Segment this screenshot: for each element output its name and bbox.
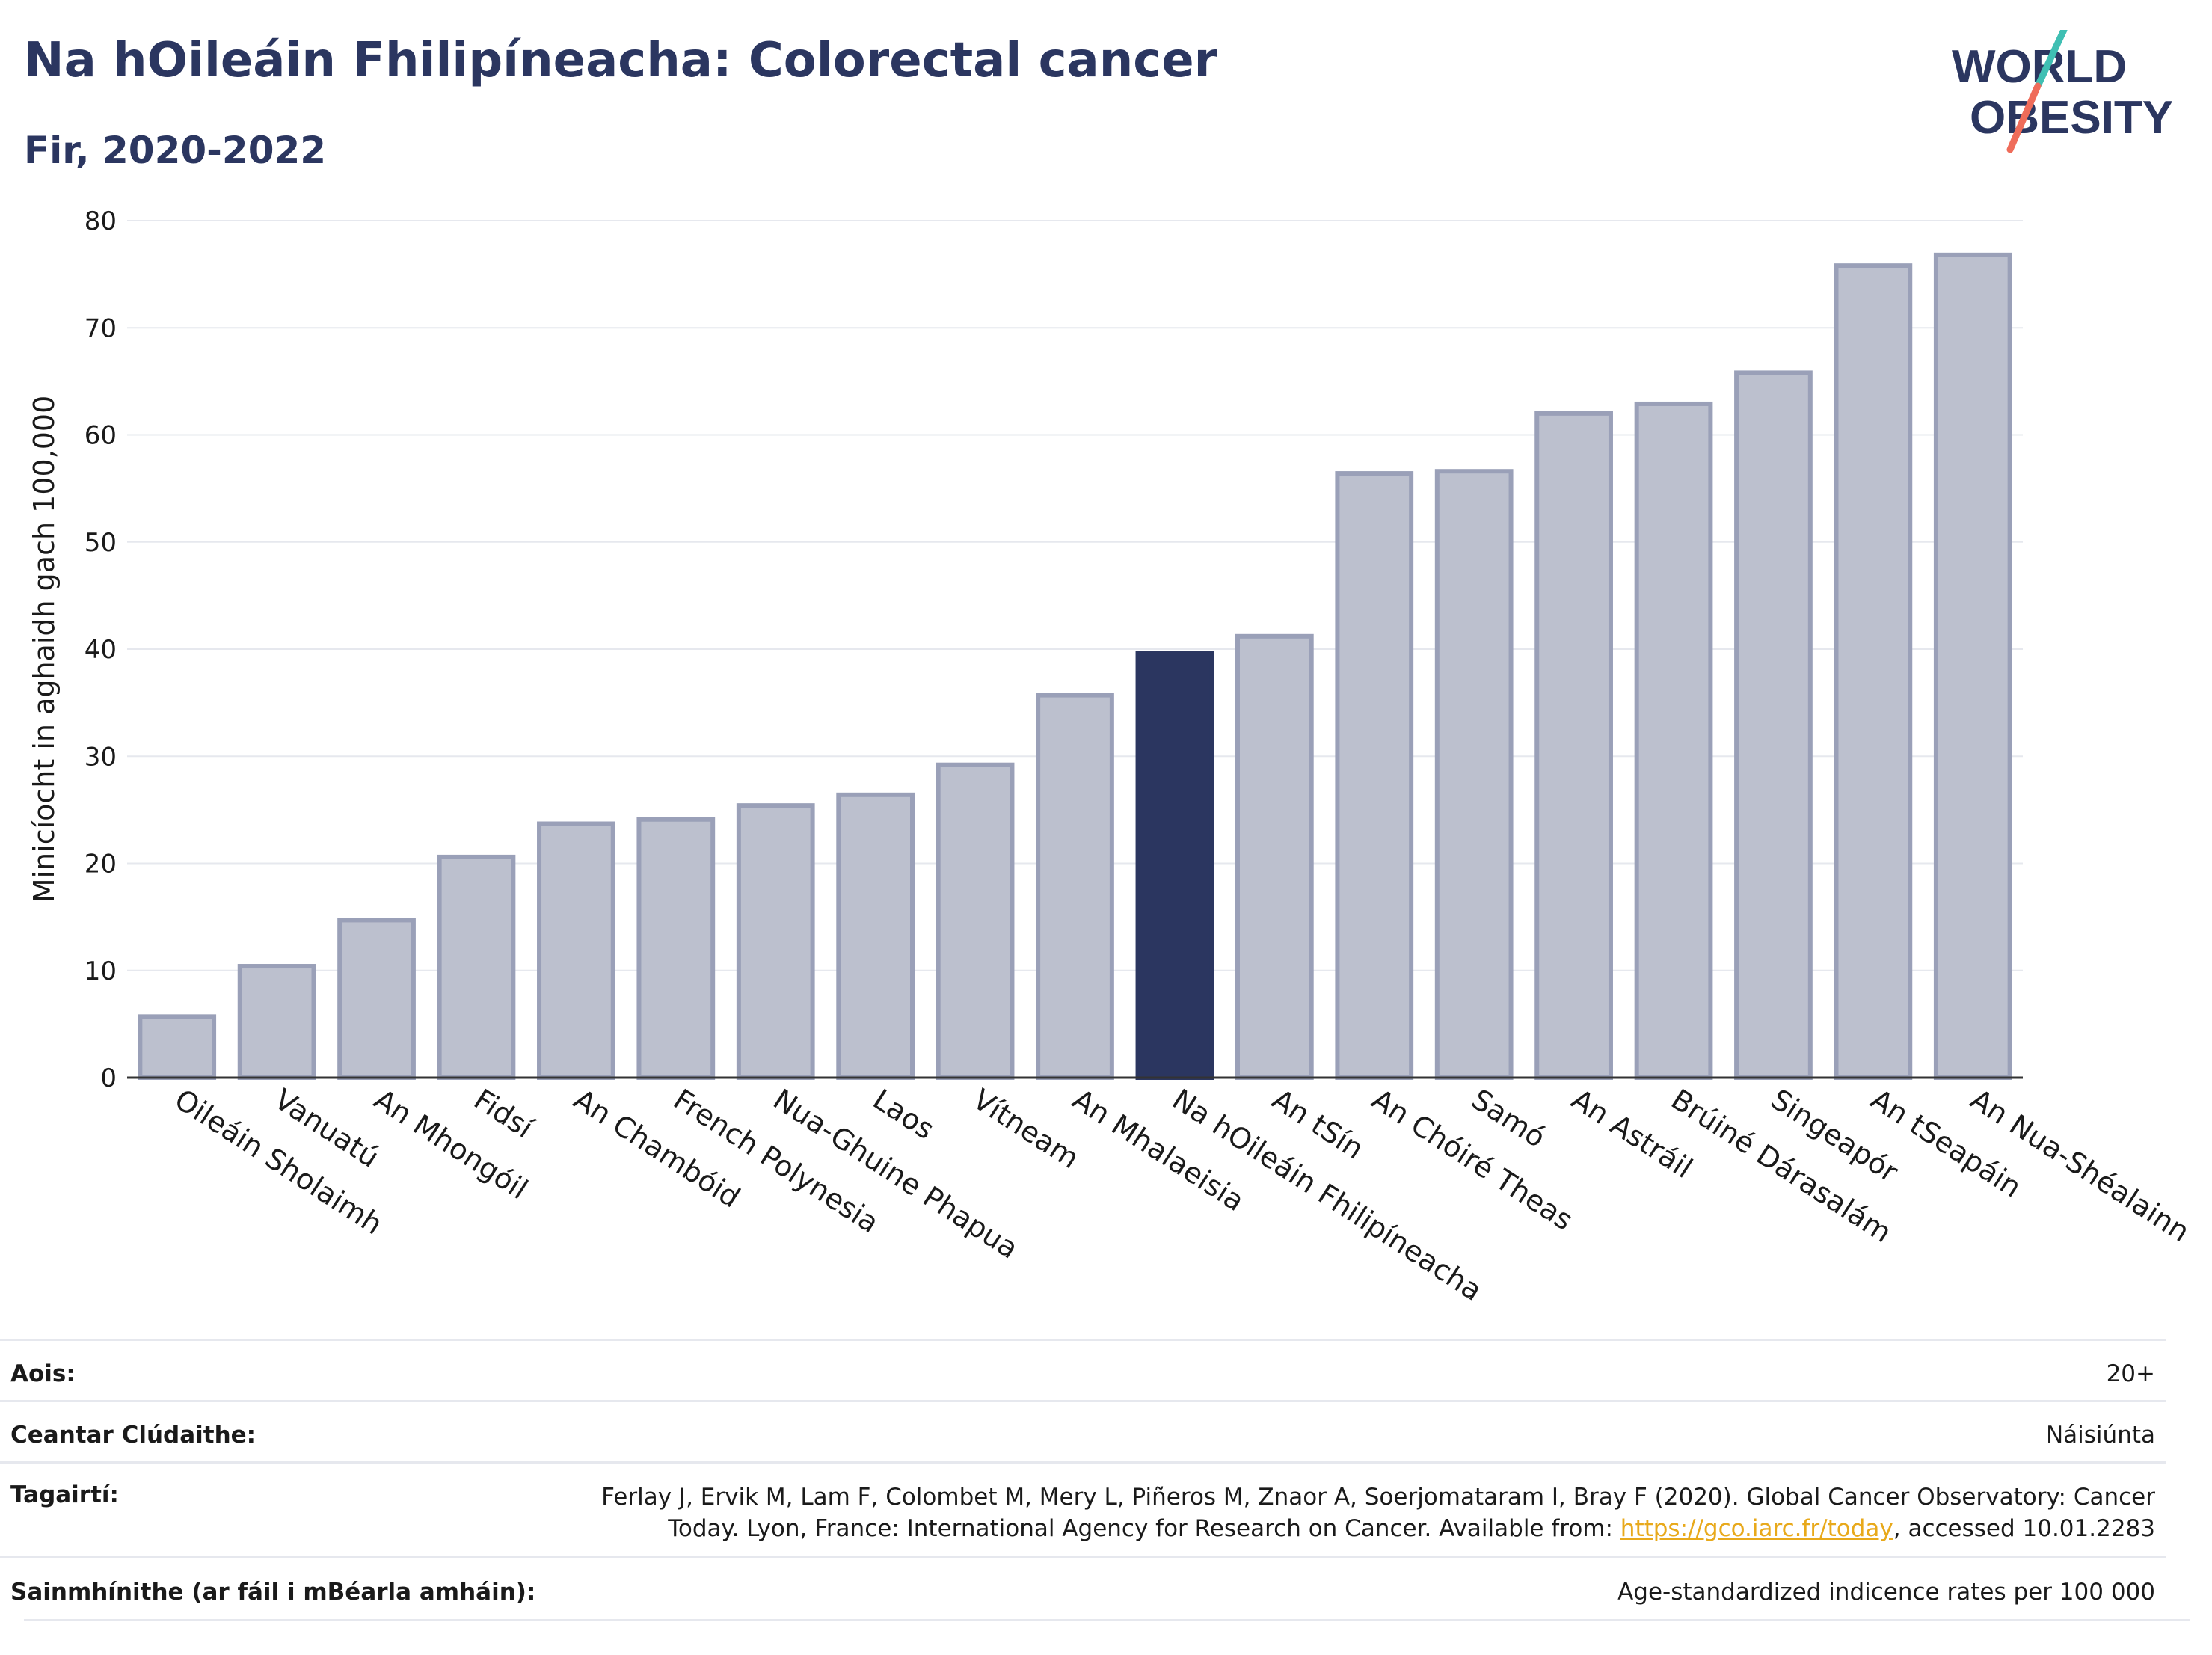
bar xyxy=(1235,633,1314,1080)
chart-subtitle: Fir, 2020-2022 xyxy=(24,129,327,172)
y-tick-label: 10 xyxy=(85,957,117,986)
y-tick-label: 20 xyxy=(85,850,117,879)
meta-label-references: Tagairtí: xyxy=(10,1481,119,1508)
world-obesity-logo: WORLD OBESITY xyxy=(1952,30,2173,153)
meta-row-age: Aois: 20+ xyxy=(0,1339,2166,1402)
bar xyxy=(936,762,1015,1081)
meta-label-age: Aois: xyxy=(10,1360,76,1387)
bar xyxy=(1834,263,1913,1080)
meta-value-age: 20+ xyxy=(2106,1360,2155,1387)
y-axis-title: Minicíocht in aghaidh gach 100,000 xyxy=(28,396,61,903)
x-tick-label: An Mhalaeisia xyxy=(1067,1083,1250,1218)
reference-line-2-pre: Today. Lyon, France: International Agenc… xyxy=(668,1515,1620,1542)
y-tick-label: 80 xyxy=(85,206,117,236)
x-tick-label: Laos xyxy=(867,1083,940,1146)
bar xyxy=(437,854,516,1081)
x-tick-label: An Chambóid xyxy=(568,1083,746,1215)
chart-title: Na hOileáin Fhilipíneacha: Colorectal ca… xyxy=(24,33,1218,88)
meta-value-coverage: Náisiúnta xyxy=(2045,1422,2155,1449)
bar xyxy=(1634,401,1713,1080)
y-tick-label: 0 xyxy=(100,1063,117,1093)
reference-line-2-post: , accessed 10.01.2283 xyxy=(1893,1515,2155,1542)
bar xyxy=(138,1014,217,1081)
meta-label-definitions: Sainmhínithe (ar fáil i mBéarla amháin): xyxy=(10,1579,536,1606)
reference-line-2: Today. Lyon, France: International Agenc… xyxy=(601,1513,2155,1544)
bar xyxy=(1734,370,1813,1081)
bar-highlight xyxy=(1135,651,1214,1080)
bar xyxy=(1036,693,1114,1080)
reference-link[interactable]: https://gco.iarc.fr/today xyxy=(1620,1515,1893,1542)
bar xyxy=(537,821,615,1081)
bar xyxy=(237,964,316,1081)
y-tick-label: 30 xyxy=(85,742,117,772)
meta-value-references: Ferlay J, Ervik M, Lam F, Colombet M, Me… xyxy=(601,1481,2155,1544)
meta-row-references: Tagairtí: Ferlay J, Ervik M, Lam F, Colo… xyxy=(0,1461,2166,1558)
meta-label-coverage: Ceantar Clúdaithe: xyxy=(10,1422,256,1449)
meta-value-definitions: Age-standardized indicence rates per 100… xyxy=(1617,1579,2155,1606)
y-tick-label: 50 xyxy=(85,528,117,558)
meta-row-definitions: Sainmhínithe (ar fáil i mBéarla amháin):… xyxy=(0,1556,2166,1621)
bar xyxy=(1434,469,1514,1080)
logo-slash-coral xyxy=(2006,82,2042,153)
y-tick-label: 60 xyxy=(85,421,117,451)
meta-row-coverage: Ceantar Clúdaithe: Náisiúnta xyxy=(0,1400,2166,1464)
x-tick-label: Fidsí xyxy=(468,1083,540,1146)
reference-line-1: Ferlay J, Ervik M, Lam F, Colombet M, Me… xyxy=(601,1484,2155,1511)
logo-slash-teal xyxy=(2034,30,2068,90)
bar xyxy=(736,803,815,1081)
y-tick-label: 70 xyxy=(85,313,117,343)
bar xyxy=(1933,252,2012,1081)
bar xyxy=(1335,471,1414,1080)
bar xyxy=(337,918,416,1080)
y-tick-label: 40 xyxy=(85,635,117,665)
logo-line-obesity: OBESITY xyxy=(1970,92,2173,144)
x-tick-label: Vítneam xyxy=(967,1083,1084,1176)
bar xyxy=(836,792,915,1080)
meta-bottom-rule xyxy=(24,1619,2190,1621)
bar xyxy=(1534,411,1613,1080)
bar xyxy=(636,817,716,1080)
